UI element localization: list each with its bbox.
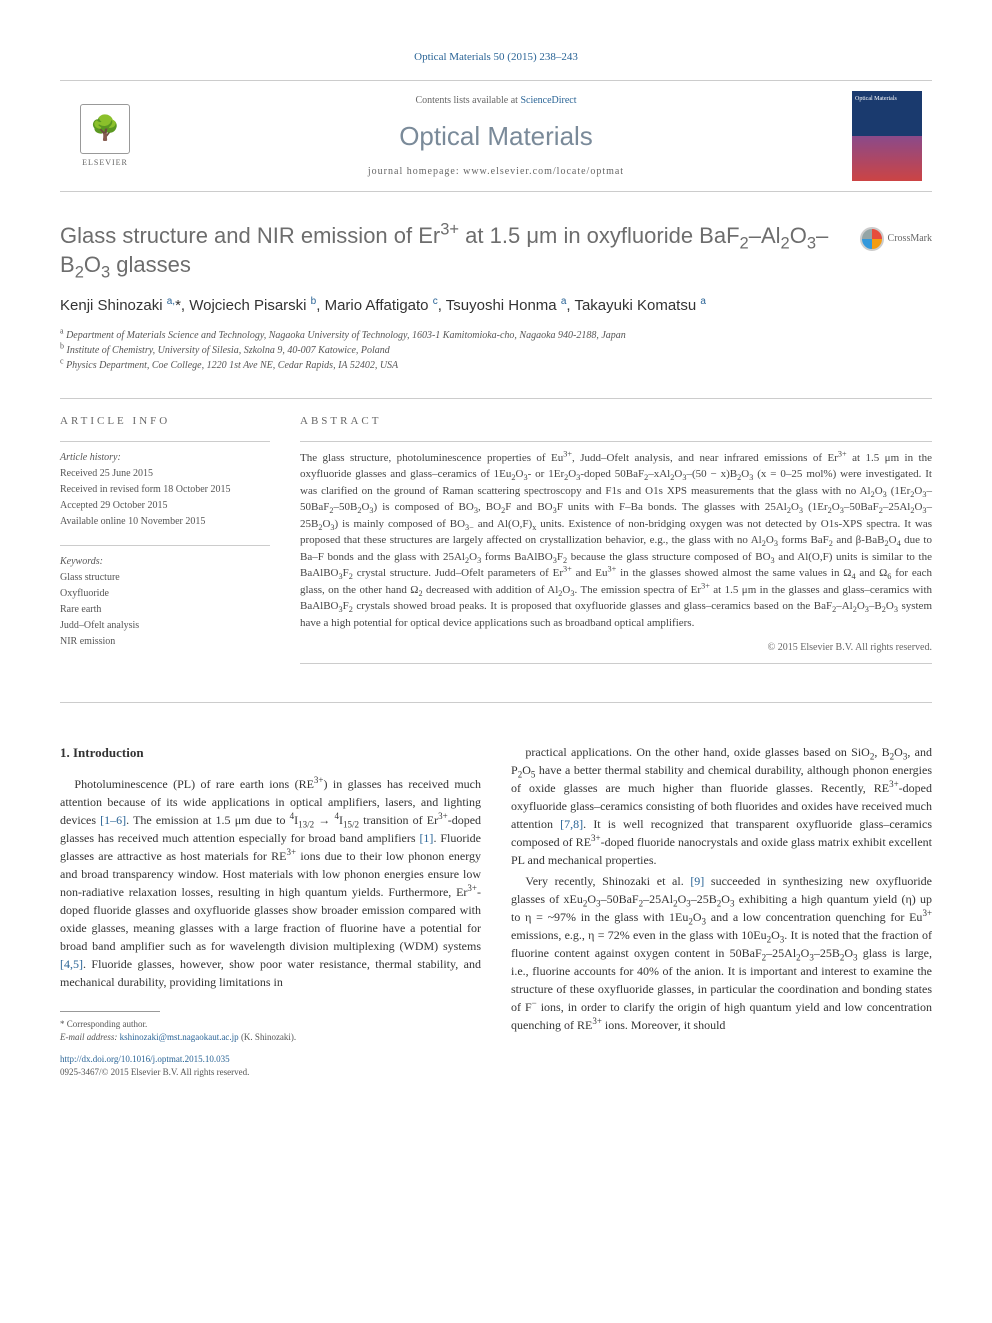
- doi-link[interactable]: http://dx.doi.org/10.1016/j.optmat.2015.…: [60, 1054, 230, 1064]
- affiliation: b Institute of Chemistry, University of …: [60, 343, 932, 358]
- elsevier-tree-icon: 🌳: [80, 104, 130, 154]
- journal-name: Optical Materials: [140, 118, 852, 154]
- abstract: ABSTRACT The glass structure, photolumin…: [300, 414, 932, 673]
- article-info-sidebar: ARTICLE INFO Article history: Received 2…: [60, 414, 270, 673]
- journal-homepage[interactable]: journal homepage: www.elsevier.com/locat…: [140, 165, 852, 179]
- keywords-label: Keywords:: [60, 554, 270, 570]
- article-info-heading: ARTICLE INFO: [60, 414, 270, 429]
- abstract-copyright: © 2015 Elsevier B.V. All rights reserved…: [300, 641, 932, 655]
- history-item: Available online 10 November 2015: [60, 514, 270, 530]
- authors-line: Kenji Shinozaki a,*, Wojciech Pisarski b…: [60, 295, 932, 316]
- elsevier-logo[interactable]: 🌳 ELSEVIER: [70, 101, 140, 171]
- doi-block: http://dx.doi.org/10.1016/j.optmat.2015.…: [60, 1053, 481, 1080]
- history-item: Received in revised form 18 October 2015: [60, 482, 270, 498]
- affiliation: c Physics Department, Coe College, 1220 …: [60, 358, 932, 373]
- body-paragraph: practical applications. On the other han…: [511, 743, 932, 869]
- keyword: Glass structure: [60, 570, 270, 586]
- affiliation: a Department of Materials Science and Te…: [60, 328, 932, 343]
- history-item: Received 25 June 2015: [60, 466, 270, 482]
- body-paragraph: Very recently, Shinozaki et al. [9] succ…: [511, 872, 932, 1034]
- section-heading-1: 1. Introduction: [60, 743, 481, 763]
- crossmark-badge[interactable]: CrossMark: [860, 227, 932, 251]
- journal-reference: Optical Materials 50 (2015) 238–243: [60, 50, 932, 65]
- history-label: Article history:: [60, 450, 270, 466]
- sciencedirect-link[interactable]: ScienceDirect: [520, 95, 576, 106]
- journal-cover-image: [852, 91, 922, 181]
- masthead: 🌳 ELSEVIER Contents lists available at S…: [60, 80, 932, 192]
- crossmark-icon: [860, 227, 884, 251]
- elsevier-label: ELSEVIER: [82, 157, 128, 168]
- article-title: Glass structure and NIR emission of Er3+…: [60, 222, 932, 279]
- keyword: Rare earth: [60, 602, 270, 618]
- author-email-link[interactable]: kshinozaki@mst.nagaokaut.ac.jp: [120, 1032, 239, 1042]
- history-item: Accepted 29 October 2015: [60, 498, 270, 514]
- keyword: NIR emission: [60, 634, 270, 650]
- contents-line: Contents lists available at ScienceDirec…: [140, 94, 852, 108]
- keyword: Oxyfluoride: [60, 586, 270, 602]
- affiliations: a Department of Materials Science and Te…: [60, 328, 932, 373]
- body-paragraph: Photoluminescence (PL) of rare earth ion…: [60, 775, 481, 991]
- abstract-text: The glass structure, photoluminescence p…: [300, 450, 932, 632]
- keyword: Judd–Ofelt analysis: [60, 618, 270, 634]
- abstract-heading: ABSTRACT: [300, 414, 932, 429]
- corresponding-author-footnote: * Corresponding author. E-mail address: …: [60, 1018, 481, 1045]
